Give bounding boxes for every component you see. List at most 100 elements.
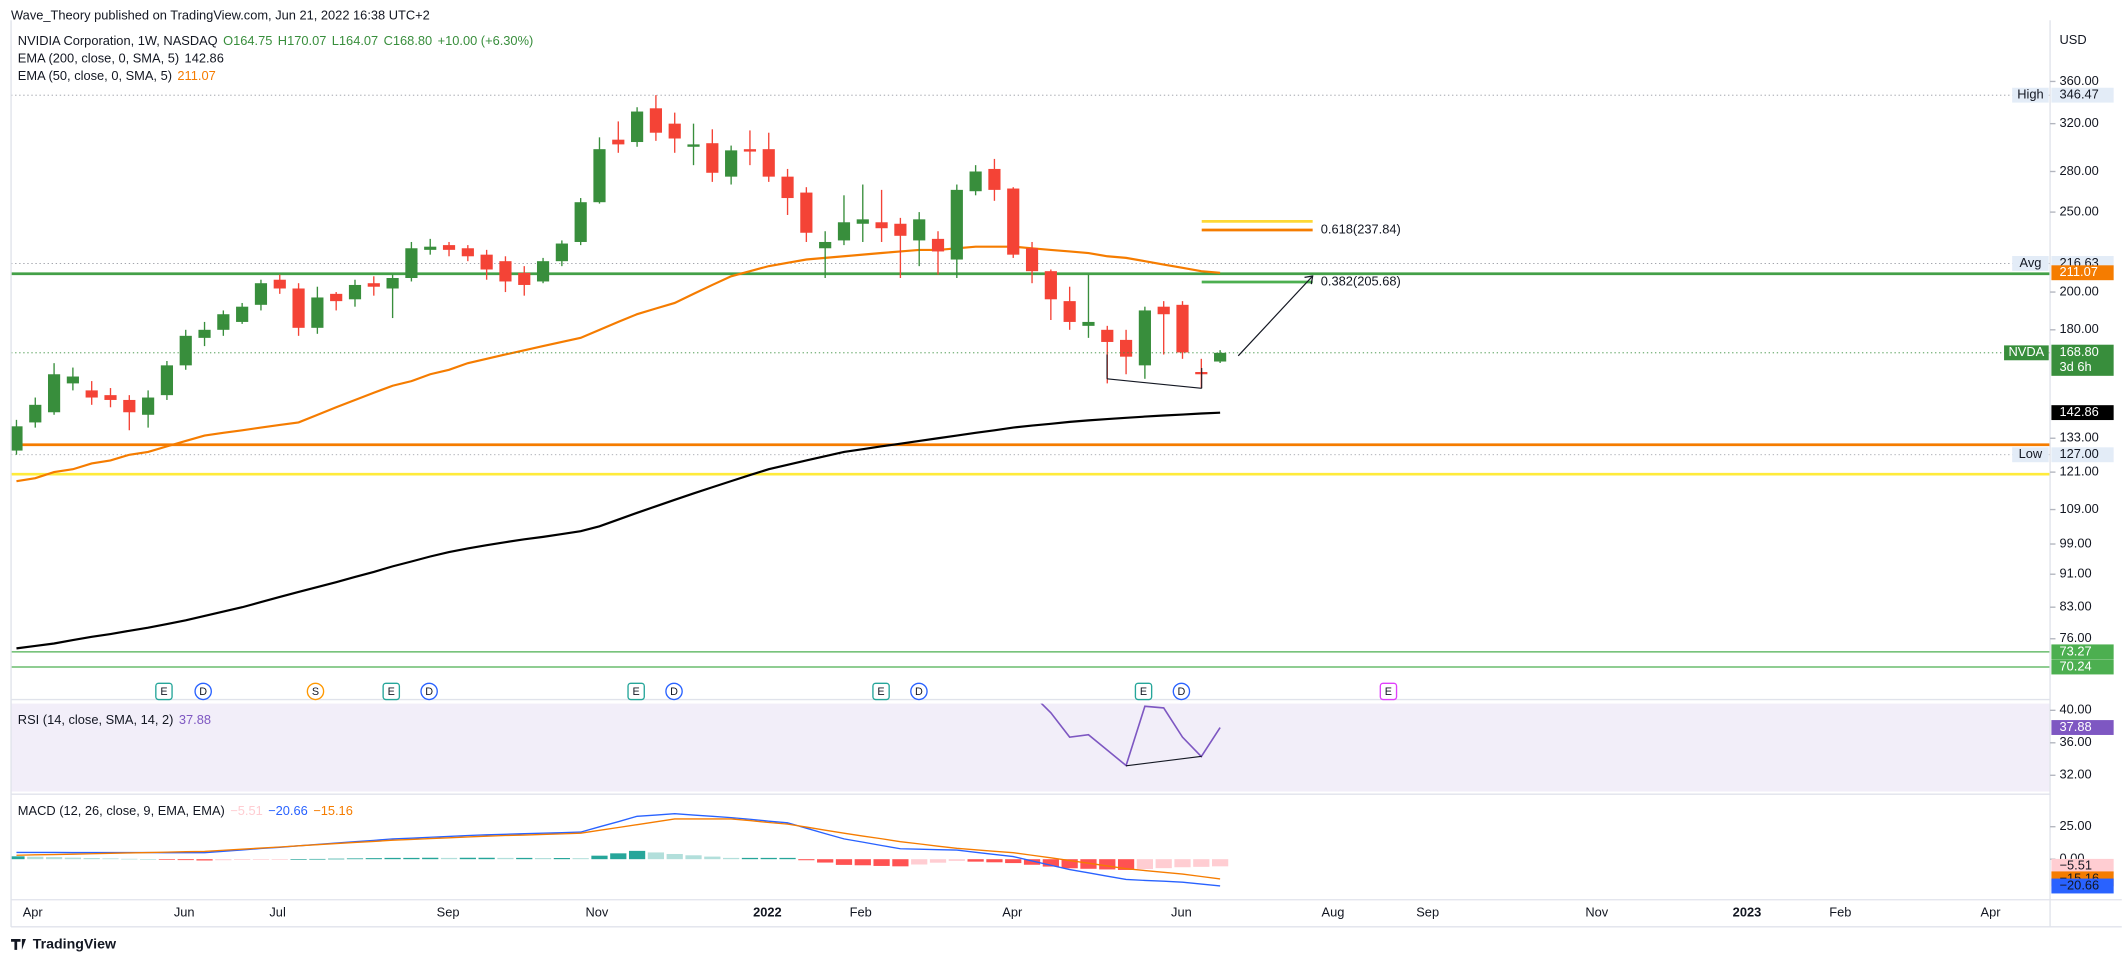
x-tick-label: Jun — [174, 905, 195, 920]
candle-body — [781, 176, 794, 199]
event-icon — [665, 682, 683, 701]
event-label: E — [388, 686, 395, 698]
macd-histogram-bar — [1042, 859, 1059, 867]
x-tick-label: Jul — [269, 905, 285, 920]
macd-histogram-bar — [817, 859, 834, 863]
macd-histogram-bar — [704, 856, 721, 860]
macd-histogram-bar — [1080, 859, 1097, 869]
event-icon — [1172, 682, 1191, 701]
rsi-band — [11, 703, 2051, 792]
marker-tag-label: Low — [2019, 446, 2043, 461]
macd-histogram-bar — [139, 859, 157, 860]
macd-histogram-bar — [83, 858, 100, 860]
x-tick-label: Sep — [1416, 905, 1439, 920]
ema-badge-label: 142.86 — [2060, 404, 2099, 419]
event-icon — [872, 682, 890, 701]
candle-body — [800, 192, 813, 233]
candle-body — [1214, 352, 1227, 362]
macd-name: MACD (12, 26, close, 9, EMA, EMA) — [18, 803, 225, 818]
x-tick-label: Apr — [1002, 905, 1023, 920]
ohlc: L164.07 — [332, 33, 378, 48]
candle-body — [969, 171, 982, 192]
event-label: E — [1140, 686, 1147, 698]
candle-body — [555, 243, 568, 262]
y-tick-label: 280.00 — [2060, 163, 2099, 178]
candle-body — [47, 374, 61, 413]
symbol-tag-label: NVDA — [2009, 344, 2045, 359]
marker-tag — [2012, 87, 2049, 103]
projection-arrow — [1237, 275, 1314, 357]
candle-body — [1101, 329, 1114, 342]
candle-body — [931, 238, 945, 252]
level-badge — [2051, 644, 2114, 660]
candle-body — [1138, 310, 1151, 366]
candle-body — [1007, 188, 1020, 255]
macd-histogram-bar — [1099, 859, 1116, 870]
macd-legend: MACD (12, 26, close, 9, EMA, EMA) −5.51 −2… — [18, 803, 353, 818]
macd-histogram-bar — [271, 859, 288, 860]
event-icon — [1379, 682, 1398, 701]
candle-body — [461, 248, 474, 257]
candle-body — [29, 404, 42, 423]
candle-body — [649, 108, 662, 133]
level-badge-label: 70.24 — [2060, 658, 2092, 673]
ema-value: 142.86 — [185, 51, 224, 66]
macd-histogram-bar — [967, 859, 984, 862]
signal-line — [16, 818, 1221, 880]
ema-value: 211.07 — [177, 69, 215, 84]
candle-body — [217, 314, 230, 330]
x-tick-label: Apr — [1981, 905, 2002, 920]
event-icon — [306, 682, 325, 701]
candle-body — [536, 261, 550, 282]
macd-histogram-bar — [27, 856, 44, 860]
candle-body — [1044, 271, 1057, 300]
countdown: 3d 6h — [2060, 359, 2092, 374]
macd-histogram-bar — [384, 857, 401, 860]
price-pane: 0.618(237.84) 0.382(205.68) — [11, 94, 2051, 668]
rsi-badge-label: 37.88 — [2060, 719, 2092, 734]
candle-body — [706, 143, 719, 173]
y-tick-label: 36.00 — [2060, 734, 2092, 749]
marker-badge — [2051, 87, 2114, 103]
candle-body — [875, 222, 888, 229]
macd-histogram-bar — [798, 859, 815, 861]
y-tick-label: 40.00 — [2060, 702, 2092, 717]
macd-badge-label: −5.51 — [2060, 858, 2093, 873]
signal-value: −15.16 — [313, 803, 353, 818]
macd-histogram-bar — [873, 859, 890, 866]
last-price-label: 168.80 — [2060, 344, 2099, 359]
macd-histogram-bar — [440, 857, 458, 860]
y-tick-label: 91.00 — [2060, 566, 2092, 581]
macd-histogram-bar — [290, 859, 307, 860]
candle-body — [631, 111, 644, 143]
fib-label: 0.382(205.68) — [1321, 273, 1401, 288]
candle-body — [160, 365, 174, 396]
ohlc: +10.00 (+6.30%) — [438, 33, 534, 48]
macd-histogram-bar — [647, 852, 665, 860]
candle-body — [1063, 301, 1076, 322]
event-icon — [627, 682, 645, 701]
candle-body — [292, 288, 305, 328]
macd-histogram-bar — [1155, 859, 1172, 869]
macd-histogram-bar — [666, 853, 683, 860]
macd-histogram-bar — [948, 859, 965, 861]
hist-value: −5.51 — [230, 803, 263, 818]
x-tick-label: 2023 — [1733, 905, 1762, 920]
candle-body — [518, 272, 531, 285]
ema-line — [16, 411, 1221, 650]
ohlc: C168.80 — [384, 33, 433, 48]
macd-histogram-bar — [1211, 859, 1229, 867]
ema-badge — [2051, 265, 2114, 281]
event-label: D — [915, 686, 923, 698]
macd-histogram-bar — [459, 857, 476, 860]
rsi-badge — [2051, 720, 2114, 735]
ema-name: EMA (50, close, 0, SMA, 5) — [18, 69, 172, 84]
candle-body — [405, 248, 418, 279]
overlay — [1106, 275, 1314, 767]
candle-body — [424, 246, 437, 250]
arrow-head — [1304, 275, 1314, 285]
candle-body — [198, 329, 211, 338]
ema-legend: EMA (200, close, 0, SMA, 5) 142.86 — [18, 51, 224, 66]
candle-body — [236, 306, 249, 322]
